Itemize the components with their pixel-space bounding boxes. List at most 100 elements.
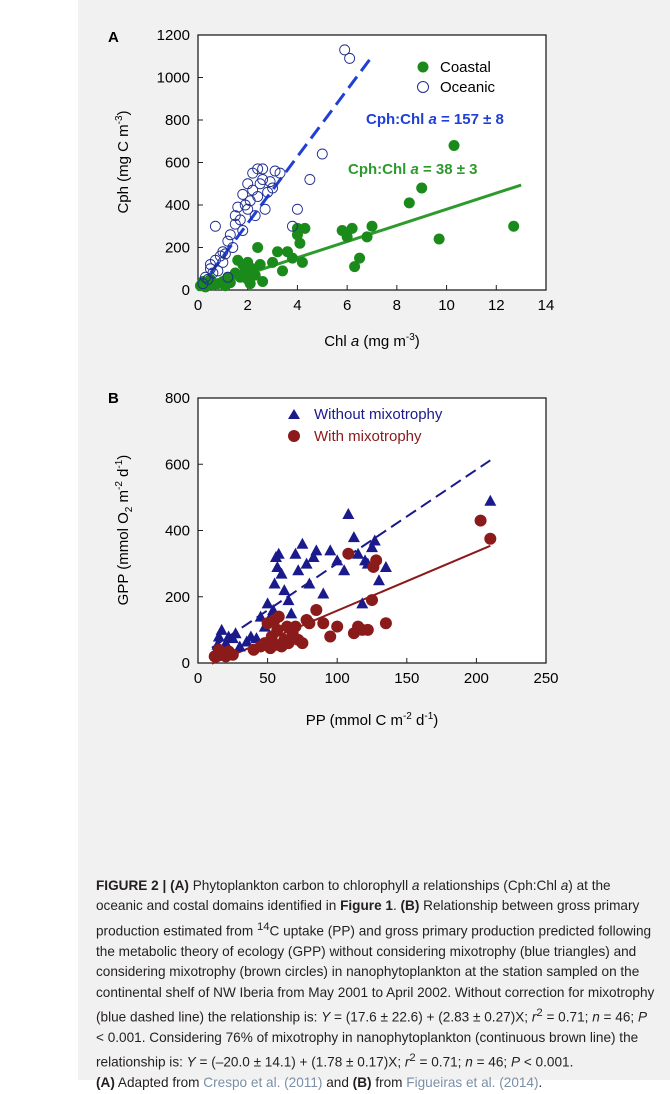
point-oceanic	[249, 210, 261, 222]
point-oceanic	[217, 256, 229, 268]
point-without-mixotrophy	[215, 623, 228, 635]
legend-without-label: Without mixotrophy	[314, 406, 443, 423]
x-tick-label: 4	[293, 297, 301, 314]
point-coastal	[277, 265, 289, 277]
point-with-mixotrophy	[296, 637, 309, 650]
point-oceanic	[222, 271, 234, 283]
y-tick-label: 1200	[157, 27, 190, 44]
y-tick-label: 400	[165, 197, 190, 214]
x-tick-label: 12	[488, 297, 505, 314]
x-tick-label: 200	[464, 670, 489, 687]
legend-without-marker	[288, 409, 300, 419]
x-tick-label: 100	[325, 670, 350, 687]
caption-label: FIGURE 2 |	[96, 878, 171, 893]
point-coastal	[403, 197, 415, 209]
point-without-mixotrophy	[352, 547, 365, 559]
point-coastal	[299, 222, 311, 234]
point-oceanic	[344, 52, 356, 64]
figure-caption: FIGURE 2 | (A) Phytoplankton carbon to c…	[96, 878, 655, 1091]
point-with-mixotrophy	[379, 617, 392, 630]
point-oceanic	[259, 203, 271, 215]
legend-oceanic-marker	[417, 81, 429, 93]
point-with-mixotrophy	[310, 604, 323, 616]
point-without-mixotrophy	[331, 554, 344, 566]
point-without-mixotrophy	[233, 640, 246, 652]
point-coastal	[244, 278, 256, 290]
panel-b-y-axis-label: GPP (mmol O2 m-2 d-1)	[114, 455, 135, 606]
point-without-mixotrophy	[278, 584, 291, 596]
panel-b-x-axis-label: PP (mmol C m-2 d-1)	[306, 711, 439, 729]
point-oceanic	[269, 165, 281, 177]
legend-with-marker	[288, 430, 300, 442]
y-tick-label: 1000	[157, 70, 190, 87]
panel-b-marks	[208, 494, 497, 663]
point-without-mixotrophy	[271, 560, 284, 572]
x-tick-label: 250	[533, 670, 558, 687]
point-with-mixotrophy	[272, 610, 285, 623]
point-oceanic	[304, 174, 316, 185]
point-coastal	[296, 256, 308, 268]
point-with-mixotrophy	[303, 617, 316, 630]
point-without-mixotrophy	[229, 627, 242, 639]
point-with-mixotrophy	[370, 554, 383, 567]
point-oceanic	[209, 220, 221, 232]
panel-b-legend: Without mixotrophy With mixotrophy	[288, 406, 443, 445]
point-without-mixotrophy	[356, 597, 369, 609]
fit-label-coastal: Cph:Chl a = 38 ± 3	[348, 161, 478, 178]
point-without-mixotrophy	[324, 544, 337, 556]
point-without-mixotrophy	[212, 630, 225, 642]
point-without-mixotrophy	[379, 560, 392, 572]
point-without-mixotrophy	[310, 544, 323, 556]
point-with-mixotrophy	[342, 547, 355, 560]
point-coastal	[354, 252, 366, 264]
x-tick-label: 0	[194, 297, 202, 314]
point-oceanic	[242, 203, 254, 215]
point-coastal	[257, 276, 269, 287]
point-coastal	[294, 237, 306, 249]
point-coastal	[361, 231, 373, 243]
point-with-mixotrophy	[324, 630, 337, 643]
point-without-mixotrophy	[289, 547, 302, 559]
y-tick-label: 0	[182, 655, 190, 672]
point-oceanic	[274, 167, 286, 179]
panel-a-y-axis-label: Cph (mg C m-3)	[114, 110, 132, 213]
figure-1-reference[interactable]: Figure 1	[340, 898, 393, 914]
point-with-mixotrophy	[331, 620, 344, 633]
point-without-mixotrophy	[250, 632, 263, 644]
point-with-mixotrophy	[474, 514, 487, 527]
point-without-mixotrophy	[268, 577, 281, 589]
point-coastal	[366, 220, 378, 232]
x-tick-label: 6	[343, 297, 351, 314]
x-tick-label: 8	[393, 297, 401, 314]
x-tick-label: 10	[438, 297, 455, 314]
point-without-mixotrophy	[338, 564, 351, 576]
point-oceanic	[237, 225, 249, 236]
point-with-mixotrophy	[289, 620, 302, 633]
point-oceanic	[224, 229, 236, 241]
point-coastal	[346, 222, 358, 234]
point-coastal	[267, 256, 279, 268]
point-coastal	[272, 246, 284, 258]
citation-crespo[interactable]: Crespo et al. (2011)	[203, 1075, 323, 1091]
point-without-mixotrophy	[317, 587, 330, 599]
point-coastal	[341, 231, 353, 243]
point-without-mixotrophy	[347, 531, 360, 543]
point-oceanic	[219, 248, 231, 260]
y-tick-label: 800	[165, 390, 190, 407]
citation-figueiras[interactable]: Figueiras et al. (2014)	[406, 1075, 539, 1091]
point-with-mixotrophy	[366, 594, 378, 607]
point-with-mixotrophy	[271, 623, 284, 636]
point-without-mixotrophy	[303, 577, 316, 589]
x-tick-label: 0	[194, 670, 202, 687]
point-oceanic	[267, 182, 279, 194]
fit-label-oceanic: Cph:Chl a = 157 ± 8	[366, 111, 504, 128]
panel-a-x-axis-label: Chl a (mg m-3)	[324, 332, 420, 350]
point-coastal	[448, 140, 460, 151]
y-tick-label: 0	[182, 282, 190, 299]
point-coastal	[224, 277, 236, 289]
panel-a-letter: A	[108, 29, 119, 46]
legend-coastal-marker	[417, 61, 429, 73]
point-coastal	[508, 220, 520, 232]
point-without-mixotrophy	[282, 594, 295, 606]
point-coastal	[252, 242, 264, 253]
